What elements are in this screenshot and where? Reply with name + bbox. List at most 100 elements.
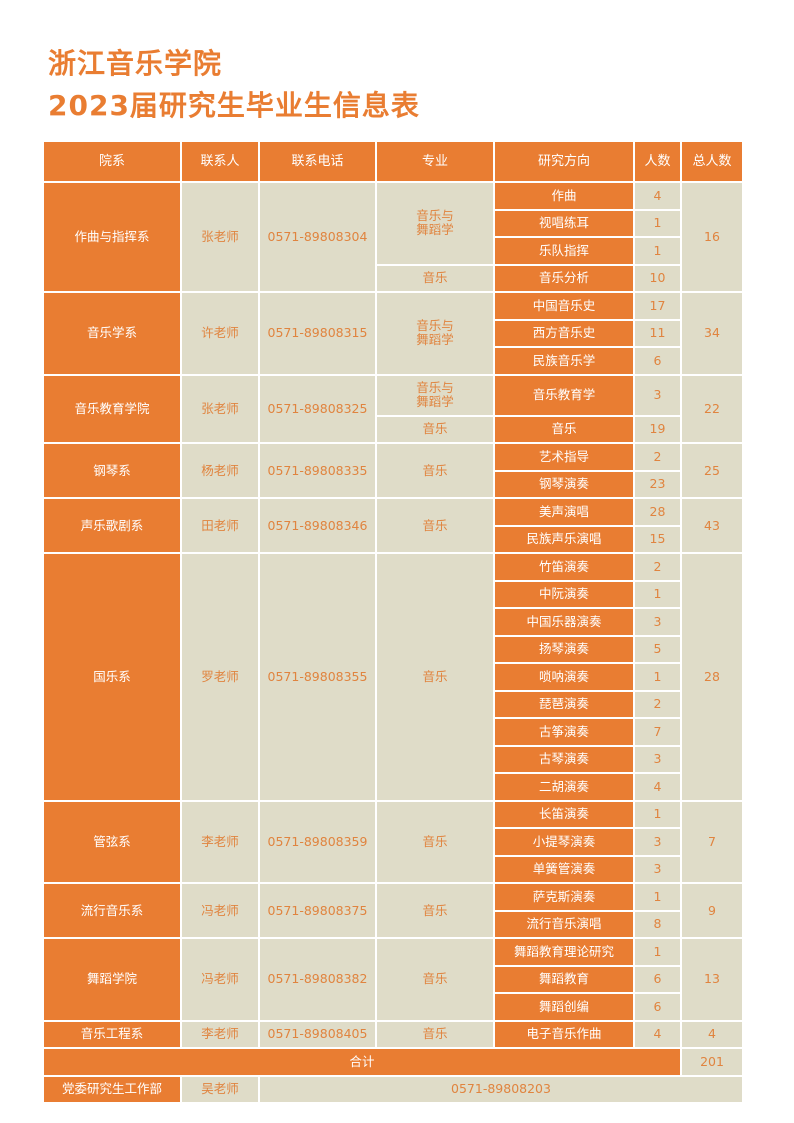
direction-cell: 中国乐器演奏 — [495, 609, 633, 635]
contact-cell: 李老师 — [182, 801, 258, 882]
summary-row: 合计 201 — [44, 1049, 742, 1075]
major-cell: 音乐与 舞蹈学 — [377, 183, 493, 264]
contact-cell: 杨老师 — [182, 444, 258, 497]
count-cell: 2 — [635, 444, 680, 470]
major-cell: 音乐 — [377, 801, 493, 882]
table-row: 民族音乐学 6 — [44, 348, 742, 374]
table-row: 舞蹈教育 6 — [44, 966, 742, 992]
direction-cell: 单簧管演奏 — [495, 856, 633, 882]
contact-cell: 李老师 — [182, 1021, 258, 1047]
table-row: 二胡演奏 4 — [44, 774, 742, 800]
page-title-line1: 浙江音乐学院 — [48, 47, 223, 80]
table-row: 流行音乐系 冯老师 0571-89808375 音乐 萨克斯演奏 1 9 — [44, 884, 742, 937]
direction-cell: 舞蹈教育 — [495, 966, 633, 992]
count-cell: 4 — [635, 1021, 680, 1047]
major-cell: 音乐与 舞蹈学 — [377, 375, 493, 415]
phone-cell: 0571-89808315 — [260, 293, 375, 374]
count-cell: 3 — [635, 746, 680, 772]
table-row: 音乐工程系 李老师 0571-89808405 音乐 电子音乐作曲 4 4 — [44, 1021, 742, 1047]
direction-cell: 音乐教育学 — [495, 375, 633, 415]
table-row: 音乐 音乐分析 10 — [44, 265, 742, 291]
direction-cell: 西方音乐史 — [495, 320, 633, 346]
office-name: 党委研究生工作部 — [44, 1076, 180, 1102]
table-row: 琵琶演奏 2 — [44, 691, 742, 717]
count-cell: 3 — [635, 829, 680, 855]
direction-cell: 音乐 — [495, 416, 633, 442]
count-cell: 1 — [635, 939, 680, 965]
direction-cell: 民族音乐学 — [495, 348, 633, 374]
count-cell: 1 — [635, 581, 680, 607]
department-cell: 音乐工程系 — [44, 1021, 180, 1047]
total-cell: 28 — [682, 554, 742, 800]
table-row: 舞蹈创编 6 — [44, 994, 742, 1020]
count-cell: 1 — [635, 801, 680, 827]
count-cell: 5 — [635, 636, 680, 662]
table-row: 作曲与指挥系 张老师 0571-89808304 音乐与 舞蹈学 作曲 4 16 — [44, 183, 742, 291]
major-cell: 音乐 — [377, 416, 493, 442]
count-cell: 7 — [635, 719, 680, 745]
total-cell: 7 — [682, 801, 742, 882]
department-cell: 舞蹈学院 — [44, 939, 180, 1020]
count-cell: 23 — [635, 471, 680, 497]
phone-cell: 0571-89808304 — [260, 183, 375, 291]
count-cell: 15 — [635, 526, 680, 552]
contact-cell: 罗老师 — [182, 554, 258, 800]
direction-cell: 钢琴演奏 — [495, 471, 633, 497]
department-cell: 音乐教育学院 — [44, 375, 180, 442]
department-cell: 声乐歌剧系 — [44, 499, 180, 552]
direction-cell: 萨克斯演奏 — [495, 884, 633, 910]
column-header: 联系人 — [182, 142, 258, 181]
phone-cell: 0571-89808335 — [260, 444, 375, 497]
phone-cell: 0571-89808355 — [260, 554, 375, 800]
phone-cell: 0571-89808382 — [260, 939, 375, 1020]
office-contact: 吴老师 — [182, 1076, 258, 1102]
table-row: 单簧管演奏 3 — [44, 856, 742, 882]
total-cell: 9 — [682, 884, 742, 937]
count-cell: 6 — [635, 966, 680, 992]
count-cell: 6 — [635, 348, 680, 374]
table-row: 乐队指挥 1 — [44, 238, 742, 264]
direction-cell: 乐队指挥 — [495, 238, 633, 264]
total-cell: 16 — [682, 183, 742, 291]
table-row: 中国乐器演奏 3 — [44, 609, 742, 635]
direction-cell: 竹笛演奏 — [495, 554, 633, 580]
major-cell: 音乐 — [377, 499, 493, 552]
direction-cell: 二胡演奏 — [495, 774, 633, 800]
direction-cell: 琵琶演奏 — [495, 691, 633, 717]
total-cell: 4 — [682, 1021, 742, 1047]
table-row: 音乐教育学院 张老师 0571-89808325 音乐与 舞蹈学 音乐教育学 3 22 — [44, 375, 742, 442]
direction-cell: 流行音乐演唱 — [495, 911, 633, 937]
column-header: 院系 — [44, 142, 180, 181]
count-cell: 3 — [635, 375, 680, 415]
phone-cell: 0571-89808405 — [260, 1021, 375, 1047]
summary-label: 合计 — [44, 1049, 680, 1075]
major-cell: 音乐 — [377, 444, 493, 497]
direction-cell: 作曲 — [495, 183, 633, 209]
table-row: 舞蹈学院 冯老师 0571-89808382 音乐 舞蹈教育理论研究 1 13 — [44, 939, 742, 1020]
count-cell: 2 — [635, 691, 680, 717]
table-row: 唢呐演奏 1 — [44, 664, 742, 690]
contact-cell: 冯老师 — [182, 939, 258, 1020]
direction-cell: 艺术指导 — [495, 444, 633, 470]
department-cell: 管弦系 — [44, 801, 180, 882]
table-row: 西方音乐史 11 — [44, 320, 742, 346]
summary-total: 201 — [682, 1049, 742, 1075]
column-header: 人数 — [635, 142, 680, 181]
total-cell: 43 — [682, 499, 742, 552]
count-cell: 1 — [635, 884, 680, 910]
count-cell: 3 — [635, 609, 680, 635]
table-row: 国乐系 罗老师 0571-89808355 音乐 竹笛演奏 2 28 — [44, 554, 742, 800]
direction-cell: 长笛演奏 — [495, 801, 633, 827]
count-cell: 2 — [635, 554, 680, 580]
count-cell: 1 — [635, 664, 680, 690]
department-cell: 作曲与指挥系 — [44, 183, 180, 291]
count-cell: 11 — [635, 320, 680, 346]
direction-cell: 唢呐演奏 — [495, 664, 633, 690]
direction-cell: 舞蹈教育理论研究 — [495, 939, 633, 965]
table-row: 音乐 音乐 19 — [44, 416, 742, 442]
table-row: 小提琴演奏 3 — [44, 829, 742, 855]
direction-cell: 舞蹈创编 — [495, 994, 633, 1020]
table-row: 流行音乐演唱 8 — [44, 911, 742, 937]
count-cell: 8 — [635, 911, 680, 937]
total-cell: 25 — [682, 444, 742, 497]
